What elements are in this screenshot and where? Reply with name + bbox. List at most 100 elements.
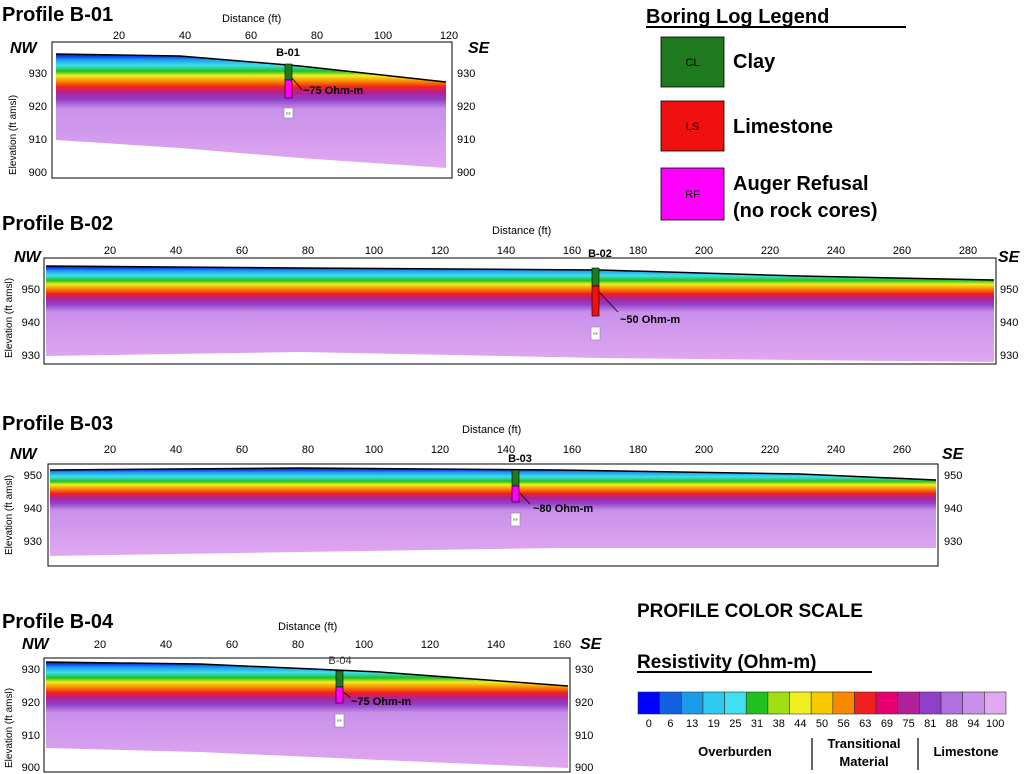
scale-cell xyxy=(810,691,834,715)
x-tick: 100 xyxy=(374,30,392,42)
x-tick: 160 xyxy=(553,639,571,651)
scale-cell xyxy=(659,691,682,715)
x-tick: 200 xyxy=(695,444,713,456)
x-tick: 240 xyxy=(827,245,845,257)
profile-b02-title: Profile B-02 xyxy=(2,213,113,235)
y-tick: 930 xyxy=(575,664,593,676)
profile-b04-se: SE xyxy=(580,636,603,653)
boring-annotation: ~80 Ohm-m xyxy=(533,503,593,515)
refusal-marker-text: RF xyxy=(337,718,343,723)
scale-value-label: 50 xyxy=(816,718,828,730)
profile-b03-nw: NW xyxy=(10,446,39,463)
scale-value-label: 100 xyxy=(986,718,1004,730)
x-tick: 60 xyxy=(226,639,238,651)
refusal-marker xyxy=(334,713,345,728)
profile-b03-topline xyxy=(49,467,937,481)
scale-cell xyxy=(702,691,725,715)
scale-value-label: 88 xyxy=(946,718,958,730)
boring-refusal-segment xyxy=(511,485,520,503)
x-tick: 120 xyxy=(431,444,449,456)
y-tick: 930 xyxy=(29,68,47,80)
x-tick: 20 xyxy=(104,245,116,257)
legend-swatch-limestone xyxy=(660,100,725,152)
profile-b01: Profile B-01 Distance (ft) NW SE Elevati… xyxy=(2,4,491,179)
profile-b02-y-ticks-right: 950 940 930 xyxy=(1000,284,1018,362)
y-tick: 940 xyxy=(944,503,962,515)
profile-b02-x-ticks: 20 40 60 80 100 120 140 160 180 200 220 … xyxy=(104,245,977,257)
x-tick: 60 xyxy=(236,444,248,456)
y-tick: 930 xyxy=(22,350,40,362)
scale-value-label: 75 xyxy=(902,718,914,730)
legend-code-clay: CL xyxy=(685,57,699,69)
x-tick: 260 xyxy=(893,444,911,456)
y-tick: 900 xyxy=(575,762,593,774)
legend-label-clay: Clay xyxy=(733,51,776,73)
boring-limestone-segment xyxy=(591,285,600,317)
scale-cell xyxy=(789,691,812,715)
boring-annotation: ~50 Ohm-m xyxy=(620,314,680,326)
profile-b01-title: Profile B-01 xyxy=(2,4,113,26)
profile-b01-nw: NW xyxy=(10,40,39,57)
boring-clay-segment xyxy=(591,267,600,287)
y-tick: 910 xyxy=(575,730,593,742)
x-tick: 40 xyxy=(170,444,182,456)
profile-b04: Profile B-04 Distance (ft) NW SE Elevati… xyxy=(2,611,603,774)
annotation-leader xyxy=(342,691,351,698)
x-tick: 140 xyxy=(497,245,515,257)
scale-cells xyxy=(637,691,1007,715)
scale-value-label: 6 xyxy=(667,718,673,730)
y-tick: 940 xyxy=(1000,317,1018,329)
scale-cell xyxy=(984,691,1007,715)
x-tick: 240 xyxy=(827,444,845,456)
annotation-leader xyxy=(291,77,303,91)
scale-cell xyxy=(637,691,660,715)
y-tick: 900 xyxy=(22,762,40,774)
scale-cell xyxy=(767,691,790,715)
y-tick: 920 xyxy=(457,101,475,113)
boring-refusal-segment xyxy=(284,79,293,99)
profile-b01-topline xyxy=(55,53,447,83)
refusal-marker-text: RF xyxy=(513,517,519,522)
boring-label: B-02 xyxy=(588,248,612,260)
legend-label-limestone: Limestone xyxy=(733,116,833,138)
y-tick: 920 xyxy=(575,697,593,709)
profile-b02: Profile B-02 Distance (ft) NW SE Elevati… xyxy=(2,213,1021,365)
legend-swatch-auger-refusal xyxy=(660,167,725,221)
profile-b01-y-ticks-right: 930 920 910 900 xyxy=(457,68,475,179)
scale-title: PROFILE COLOR SCALE xyxy=(637,601,863,622)
profile-b02-section xyxy=(46,266,994,362)
refusal-marker xyxy=(510,512,521,527)
refusal-marker-text: RF xyxy=(286,111,292,116)
refusal-marker xyxy=(590,326,601,341)
boring-label: B-03 xyxy=(508,453,532,465)
scale-value-label: 69 xyxy=(881,718,893,730)
scale-value-label: 31 xyxy=(751,718,763,730)
x-tick: 40 xyxy=(160,639,172,651)
legend-code-limestone: LS xyxy=(686,121,699,133)
x-tick: 80 xyxy=(311,30,323,42)
y-tick: 910 xyxy=(29,134,47,146)
x-tick: 220 xyxy=(761,245,779,257)
profile-b01-section xyxy=(56,54,446,168)
scale-cell xyxy=(854,691,877,715)
y-tick: 950 xyxy=(24,470,42,482)
profile-b04-boring: B-04 ~75 Ohm-m RF xyxy=(328,655,411,728)
boring-clay-segment xyxy=(284,63,293,81)
x-tick: 20 xyxy=(113,30,125,42)
y-tick: 900 xyxy=(457,167,475,179)
annotation-leader xyxy=(598,291,619,313)
profile-b03-section xyxy=(50,468,936,556)
legend-title: Boring Log Legend xyxy=(646,6,829,28)
scale-group-transitional: Transitional xyxy=(828,736,901,751)
scale-cell xyxy=(832,691,855,715)
profile-b02-elev-label: Elevation (ft amsl) xyxy=(4,278,15,358)
legend-label2-auger-refusal: (no rock cores) xyxy=(733,200,877,222)
x-tick: 60 xyxy=(236,245,248,257)
x-tick: 280 xyxy=(959,245,977,257)
refusal-marker-text: RF xyxy=(593,331,599,336)
boring-label: B-01 xyxy=(276,47,300,59)
scale-cell xyxy=(919,691,942,715)
x-tick: 80 xyxy=(292,639,304,651)
y-tick: 910 xyxy=(457,134,475,146)
